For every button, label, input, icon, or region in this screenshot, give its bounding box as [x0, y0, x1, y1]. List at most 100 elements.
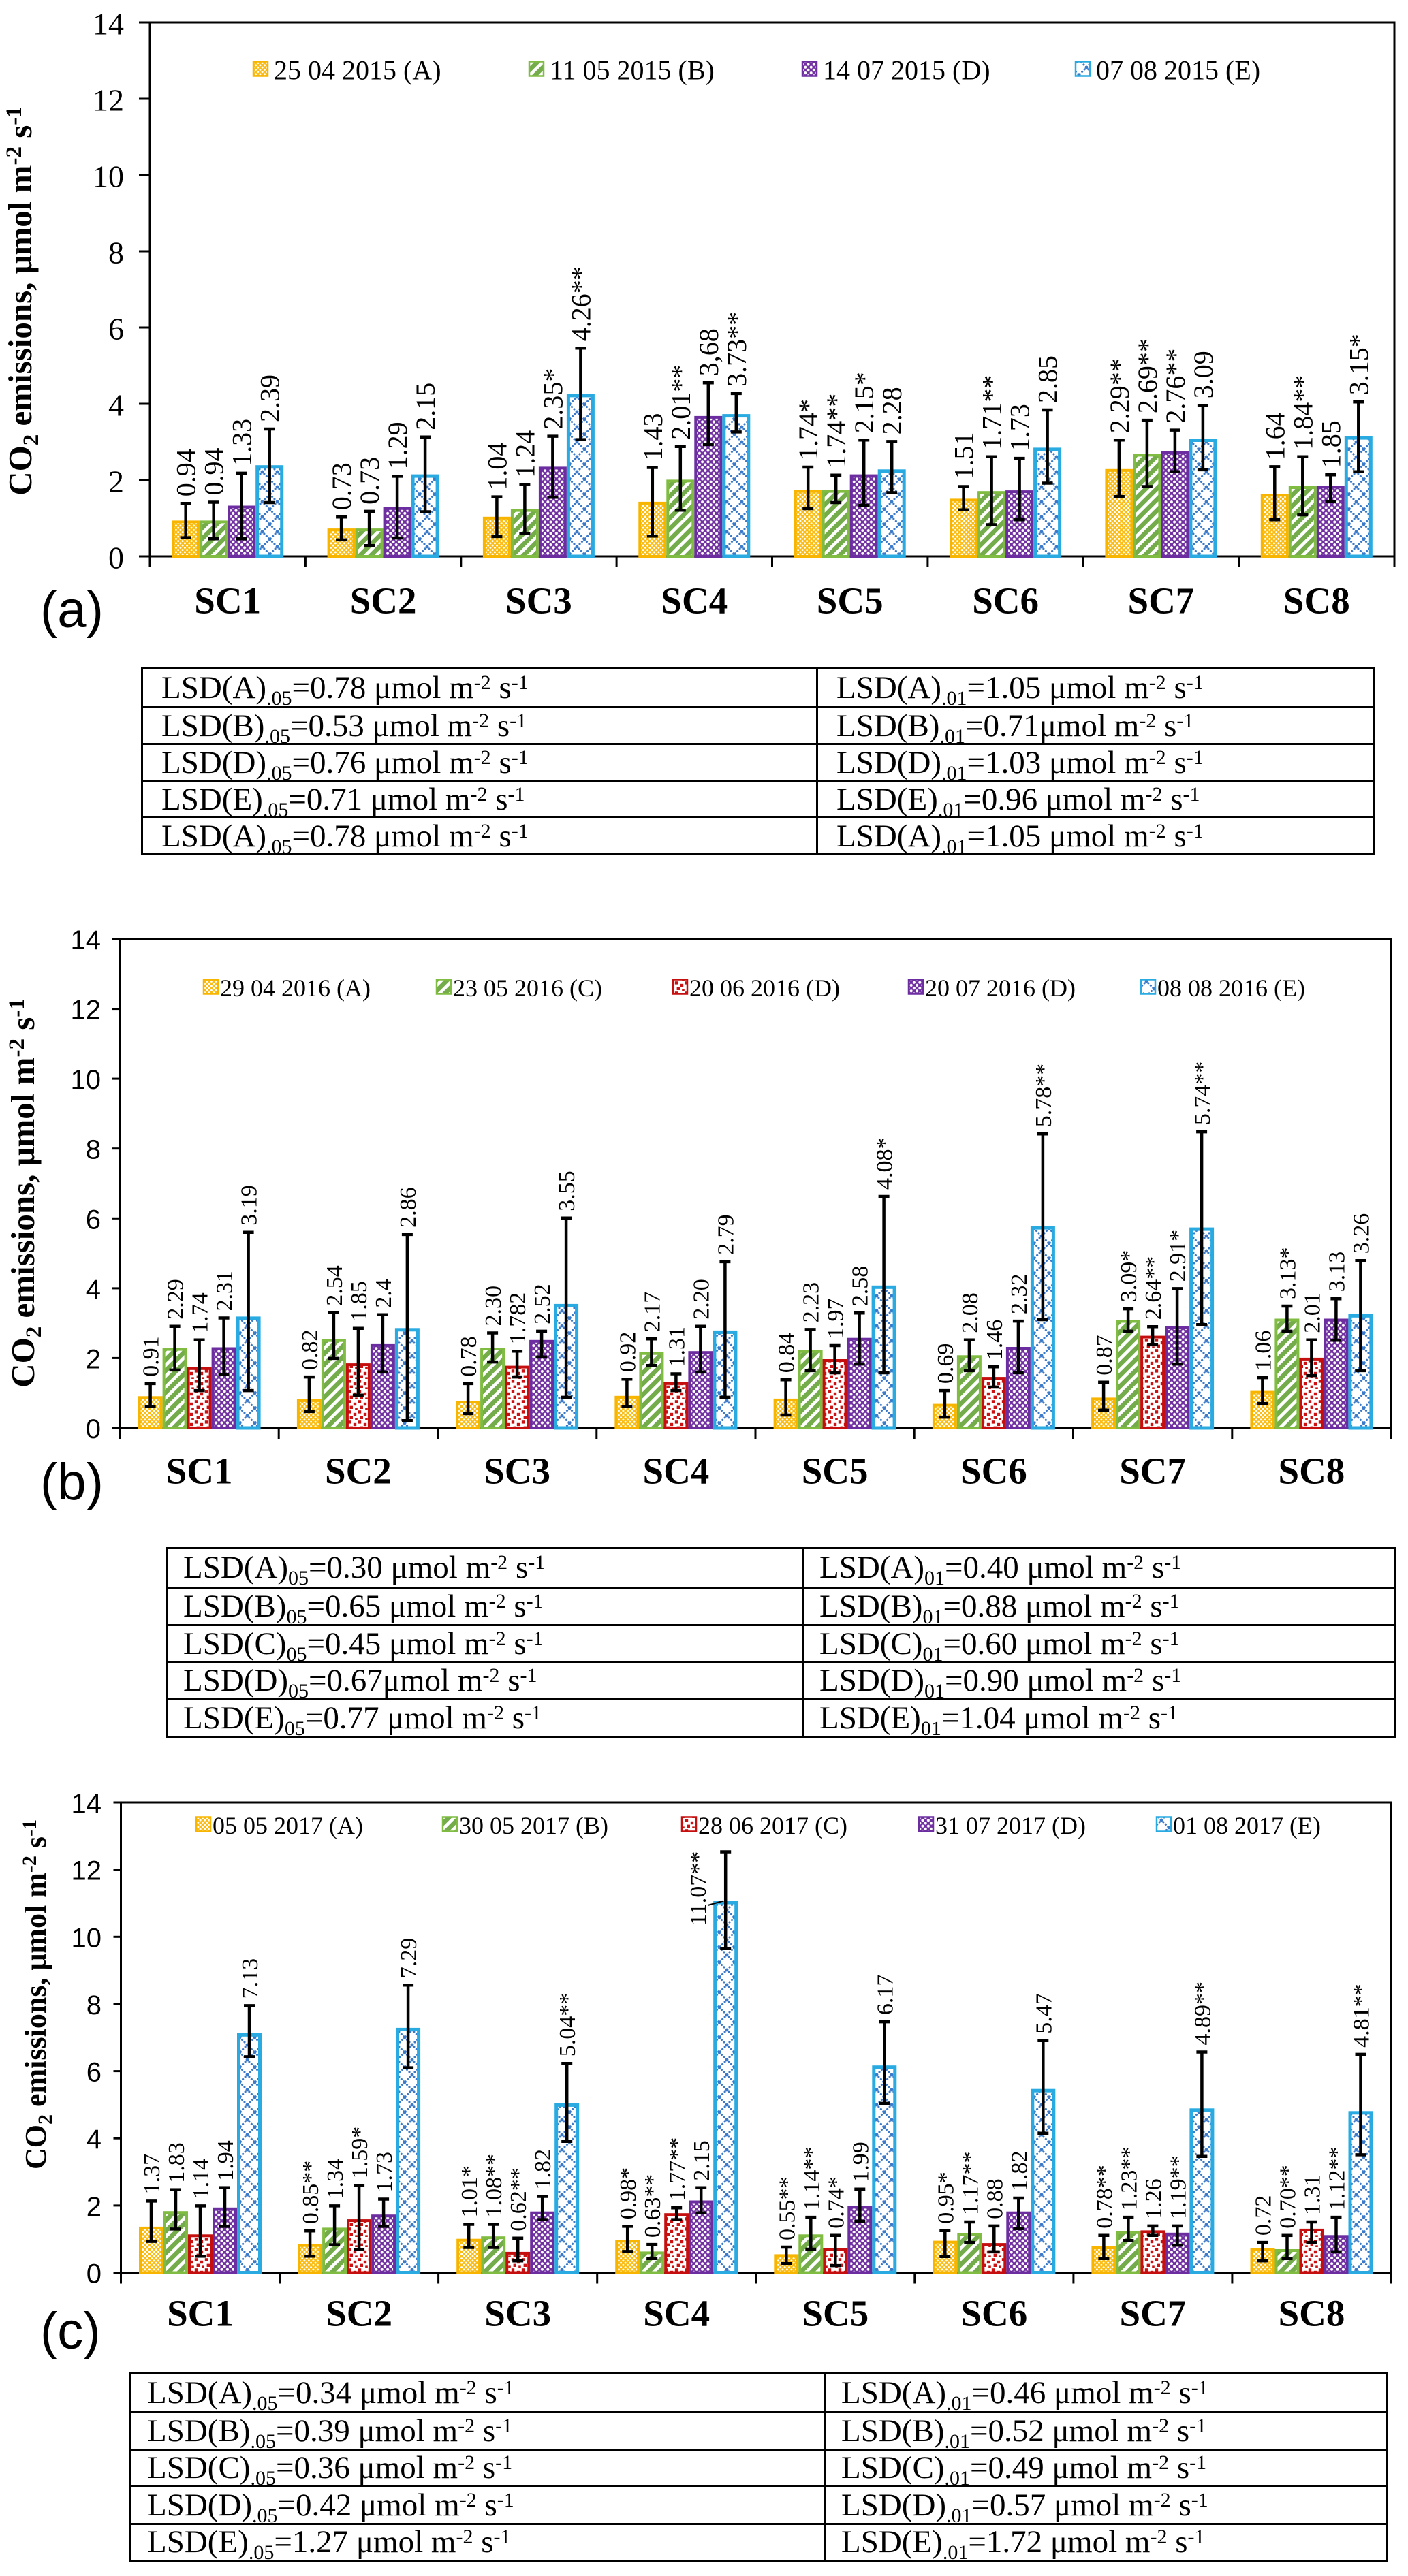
svg-text:1.73: 1.73 — [1005, 404, 1035, 451]
svg-text:2.4: 2.4 — [371, 1279, 396, 1308]
svg-text:1.74*: 1.74* — [793, 399, 824, 460]
svg-text:2: 2 — [108, 464, 124, 499]
svg-text:1.51: 1.51 — [949, 432, 980, 480]
svg-text:2.08: 2.08 — [958, 1292, 983, 1333]
svg-text:SC8: SC8 — [1278, 1450, 1345, 1492]
svg-text:1.83: 1.83 — [164, 2142, 189, 2183]
svg-text:1.46: 1.46 — [982, 1320, 1007, 1361]
svg-text:2.31: 2.31 — [213, 1271, 238, 1311]
svg-text:4.81**: 4.81** — [1349, 1984, 1375, 2048]
svg-text:1.29: 1.29 — [382, 422, 413, 469]
svg-text:0.78: 0.78 — [456, 1336, 482, 1377]
svg-text:2: 2 — [87, 2192, 101, 2222]
svg-text:(c): (c) — [40, 2302, 101, 2360]
svg-text:1.08**: 1.08** — [482, 2154, 507, 2218]
svg-text:4: 4 — [87, 2125, 101, 2154]
svg-text:3.13*: 3.13* — [1275, 1247, 1300, 1300]
svg-text:29 04 2016 (A): 29 04 2016 (A) — [220, 974, 371, 1002]
svg-text:28 06 2017 (C): 28 06 2017 (C) — [698, 1812, 847, 1839]
svg-text:2.64**: 2.64** — [1141, 1256, 1166, 1320]
svg-text:1.59*: 1.59* — [347, 2127, 373, 2179]
svg-text:1.33: 1.33 — [227, 419, 257, 466]
svg-text:05 05 2017 (A): 05 05 2017 (A) — [213, 1812, 363, 1839]
svg-text:1.85: 1.85 — [1315, 420, 1346, 468]
svg-text:8: 8 — [108, 236, 124, 270]
svg-text:SC2: SC2 — [350, 580, 417, 622]
svg-text:3,68: 3,68 — [693, 328, 724, 376]
svg-text:CO2 emissions, μmol m-2 s-1: CO2 emissions, μmol m-2 s-1 — [18, 1819, 57, 2169]
svg-text:7.29: 7.29 — [396, 1938, 422, 1979]
svg-text:SC5: SC5 — [817, 580, 883, 622]
svg-text:SC3: SC3 — [505, 580, 572, 622]
svg-text:0.62**: 0.62** — [506, 2167, 531, 2231]
svg-text:2.32: 2.32 — [1007, 1274, 1032, 1315]
svg-text:0.55**: 0.55** — [775, 2177, 800, 2241]
svg-text:11 05 2015 (B): 11 05 2015 (B) — [550, 55, 715, 86]
svg-text:12: 12 — [93, 83, 124, 118]
svg-text:CO2 emissions, μmol m-2 s-1: CO2 emissions, μmol m-2 s-1 — [4, 998, 46, 1388]
svg-text:2: 2 — [86, 1344, 101, 1374]
svg-text:1.14: 1.14 — [189, 2159, 214, 2199]
svg-text:1.01*: 1.01* — [457, 2165, 482, 2218]
svg-text:2.79: 2.79 — [713, 1214, 738, 1255]
svg-text:2.15: 2.15 — [410, 383, 441, 430]
svg-text:10: 10 — [71, 1065, 101, 1095]
svg-text:SC4: SC4 — [642, 1450, 709, 1492]
svg-text:10: 10 — [72, 1923, 102, 1953]
svg-text:10: 10 — [93, 159, 124, 194]
svg-text:7.13: 7.13 — [238, 1958, 263, 1999]
svg-text:SC1: SC1 — [167, 2293, 234, 2334]
svg-text:3.09: 3.09 — [1188, 351, 1219, 398]
svg-text:4.08*: 4.08* — [873, 1138, 898, 1190]
svg-text:1.31: 1.31 — [664, 1326, 689, 1367]
svg-text:1.74**: 1.74** — [821, 394, 851, 468]
svg-text:14: 14 — [72, 1789, 102, 1819]
svg-text:1.64: 1.64 — [1260, 412, 1290, 460]
svg-text:CO2 emissions, μmol m-2 s-1: CO2 emissions, μmol m-2 s-1 — [1, 106, 44, 496]
svg-text:2.28: 2.28 — [877, 387, 907, 434]
svg-text:SC1: SC1 — [166, 1450, 233, 1492]
svg-text:1.23**: 1.23** — [1116, 2147, 1142, 2211]
svg-text:5.04**: 5.04** — [555, 1993, 580, 2057]
svg-text:14: 14 — [71, 925, 101, 955]
svg-text:1.04: 1.04 — [482, 443, 512, 490]
svg-text:1.24: 1.24 — [510, 430, 540, 478]
svg-text:0.70**: 0.70** — [1276, 2165, 1301, 2229]
svg-text:0.95*: 0.95* — [933, 2172, 958, 2224]
svg-text:SC7: SC7 — [1119, 2293, 1186, 2334]
svg-text:6.17: 6.17 — [873, 1975, 898, 2016]
svg-text:3.73**: 3.73** — [721, 312, 752, 387]
svg-text:2.30: 2.30 — [481, 1286, 506, 1326]
svg-text:1.94: 1.94 — [213, 2140, 238, 2181]
svg-text:5.78**: 5.78** — [1031, 1064, 1057, 1128]
svg-text:1.85: 1.85 — [347, 1281, 372, 1322]
svg-text:0.73: 0.73 — [354, 457, 385, 505]
svg-text:12: 12 — [72, 1856, 102, 1886]
svg-text:SC1: SC1 — [194, 580, 261, 622]
svg-text:SC2: SC2 — [326, 2293, 392, 2334]
svg-text:0.72: 0.72 — [1251, 2195, 1277, 2236]
svg-text:2.29**: 2.29** — [1104, 358, 1135, 433]
svg-text:1.12**: 1.12** — [1325, 2147, 1350, 2211]
svg-text:0.82: 0.82 — [298, 1330, 323, 1371]
svg-text:11.07**: 11.07** — [686, 1851, 711, 1926]
svg-text:0.92: 0.92 — [615, 1332, 640, 1373]
svg-text:1.74: 1.74 — [188, 1292, 213, 1333]
svg-text:8: 8 — [87, 1990, 101, 2020]
svg-text:30 05 2017 (B): 30 05 2017 (B) — [459, 1812, 608, 1839]
svg-text:SC6: SC6 — [960, 1450, 1027, 1492]
svg-text:0.73: 0.73 — [326, 462, 357, 510]
svg-text:3.26: 3.26 — [1349, 1213, 1374, 1254]
svg-text:25 04 2015 (A): 25 04 2015 (A) — [274, 55, 441, 86]
svg-text:2.91*: 2.91* — [1165, 1230, 1191, 1282]
svg-text:SC3: SC3 — [484, 1450, 550, 1492]
svg-text:0.69: 0.69 — [933, 1343, 958, 1384]
svg-text:1.31: 1.31 — [1300, 2175, 1326, 2216]
svg-text:1.97: 1.97 — [824, 1299, 849, 1339]
svg-text:2.69**: 2.69** — [1132, 338, 1163, 413]
svg-text:0.78**: 0.78** — [1092, 2165, 1117, 2229]
svg-text:(a): (a) — [40, 581, 104, 639]
svg-text:6: 6 — [87, 2058, 101, 2088]
svg-text:1.06: 1.06 — [1251, 1331, 1276, 1371]
svg-text:0.88: 0.88 — [982, 2178, 1007, 2219]
